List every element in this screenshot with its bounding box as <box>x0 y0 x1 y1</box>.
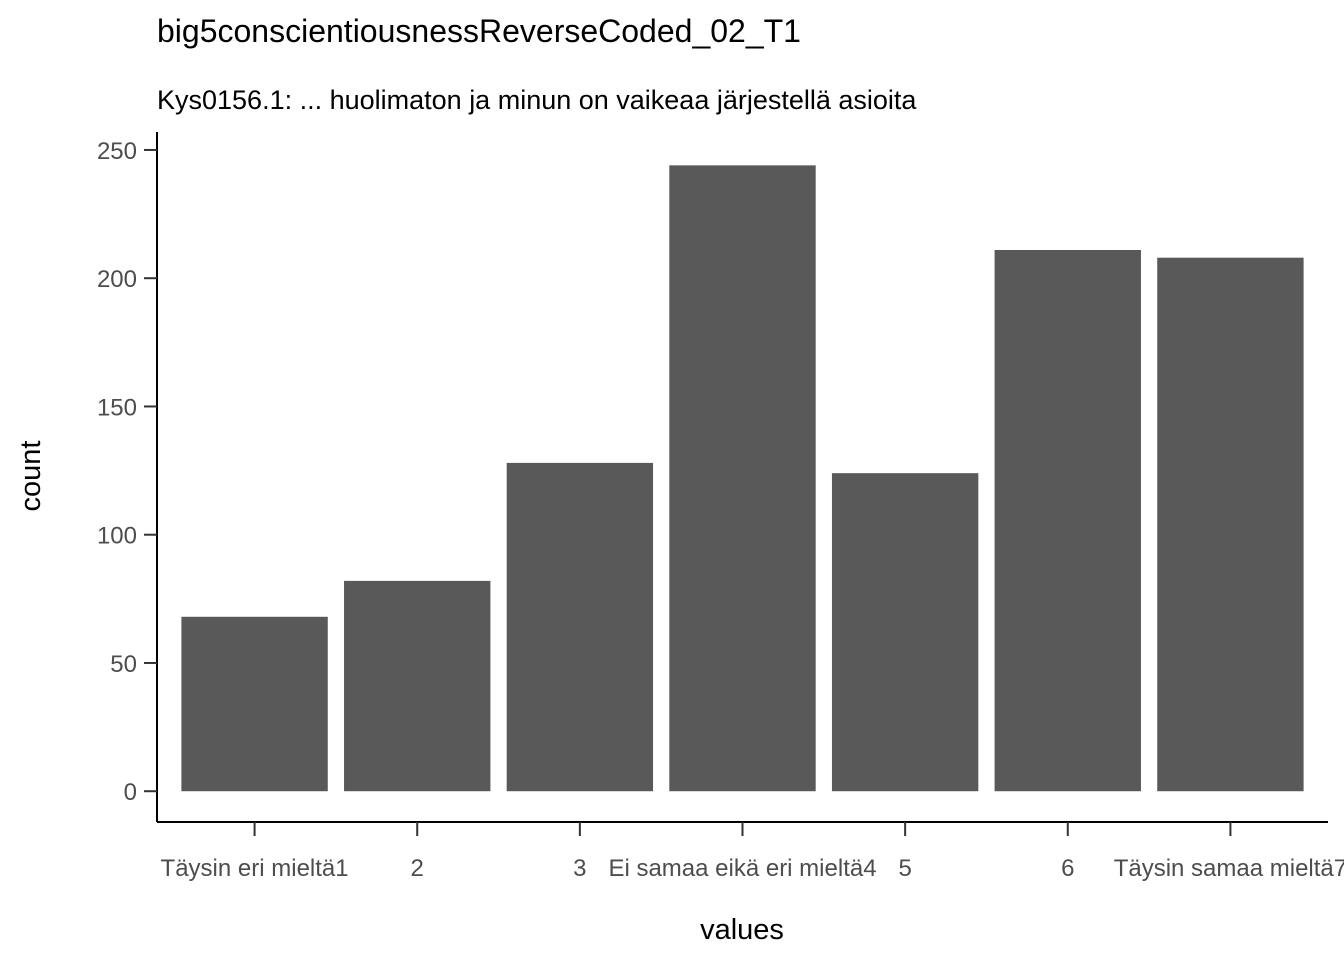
x-tick-label: Täysin samaa mieltä7 <box>1114 855 1344 882</box>
y-tick-label: 0 <box>124 779 137 806</box>
y-tick-label: 200 <box>97 266 137 293</box>
y-tick-label: 150 <box>97 394 137 421</box>
x-axis-label: values <box>700 914 784 946</box>
x-tick-label: 6 <box>1061 855 1074 882</box>
bar-5 <box>831 473 979 792</box>
y-axis-label: count <box>15 441 47 512</box>
bar-4 <box>669 165 816 792</box>
x-tick-label: 5 <box>898 855 911 882</box>
chart-title: big5conscientiousnessReverseCoded_02_T1 <box>157 13 801 49</box>
y-ticks-group: 0 50 100 150 200 250 <box>97 138 157 806</box>
bar-1 <box>181 616 328 792</box>
x-tick-label: Täysin eri mieltä1 <box>161 855 349 882</box>
chart-subtitle: Kys0156.1: ... huolimaton ja minun on va… <box>157 85 917 115</box>
bar-3 <box>506 462 654 792</box>
x-ticks-group: Täysin eri mieltä1 2 3 Ei samaa eikä eri mi… <box>161 822 1344 882</box>
x-tick-label: 2 <box>411 855 424 882</box>
y-tick-label: 100 <box>97 523 137 550</box>
x-tick-label: 3 <box>573 855 586 882</box>
bar-6 <box>994 249 1141 792</box>
x-tick-label: Ei samaa eikä eri mieltä4 <box>608 855 876 882</box>
y-tick-label: 50 <box>110 651 137 678</box>
bars-group <box>181 165 1304 792</box>
bar-2 <box>344 580 491 792</box>
bar-7 <box>1157 257 1304 792</box>
y-tick-label: 250 <box>97 138 137 165</box>
